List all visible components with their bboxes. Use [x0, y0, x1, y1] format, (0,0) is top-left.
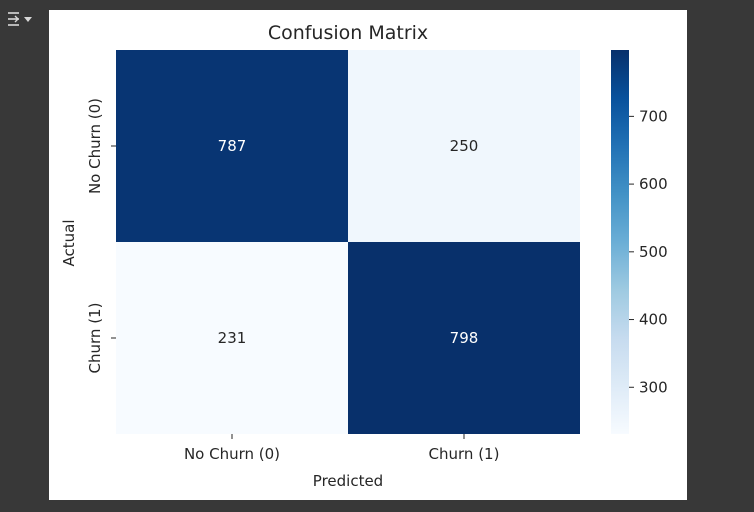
- confusion-matrix-chart: Confusion Matrix 787 250 231 798 No Churn (…: [60, 22, 668, 490]
- heatmap-cell: [348, 242, 580, 434]
- cell-value-label: 250: [450, 137, 479, 155]
- colorbar-tick-label: 300: [639, 378, 668, 396]
- heatmap-cell: [116, 50, 348, 242]
- x-axis-label: Predicted: [313, 472, 383, 490]
- colorbar-tick-label: 500: [639, 243, 668, 261]
- cell-value-label: 787: [218, 137, 247, 155]
- chart-title: Confusion Matrix: [268, 22, 428, 44]
- cell-value-label: 231: [218, 329, 247, 347]
- y-tick-label: No Churn (0): [86, 98, 104, 194]
- cell-value-label: 798: [450, 329, 479, 347]
- colorbar-tick-label: 600: [639, 175, 668, 193]
- x-tick-label: No Churn (0): [184, 445, 280, 463]
- heatmap-cell: [116, 242, 348, 434]
- output-toggle-button[interactable]: [6, 10, 34, 32]
- x-tick-label: Churn (1): [429, 445, 500, 463]
- colorbar-tick-label: 700: [639, 107, 668, 125]
- y-tick-label: Churn (1): [86, 303, 104, 374]
- heatmap-cell: [348, 50, 580, 242]
- colorbar: [611, 50, 629, 434]
- collapse-output-icon: [8, 12, 32, 26]
- y-axis-label: Actual: [60, 220, 78, 267]
- chart-figure: Confusion Matrix 787 250 231 798 No Churn (…: [49, 10, 687, 500]
- colorbar-tick-label: 400: [639, 311, 668, 329]
